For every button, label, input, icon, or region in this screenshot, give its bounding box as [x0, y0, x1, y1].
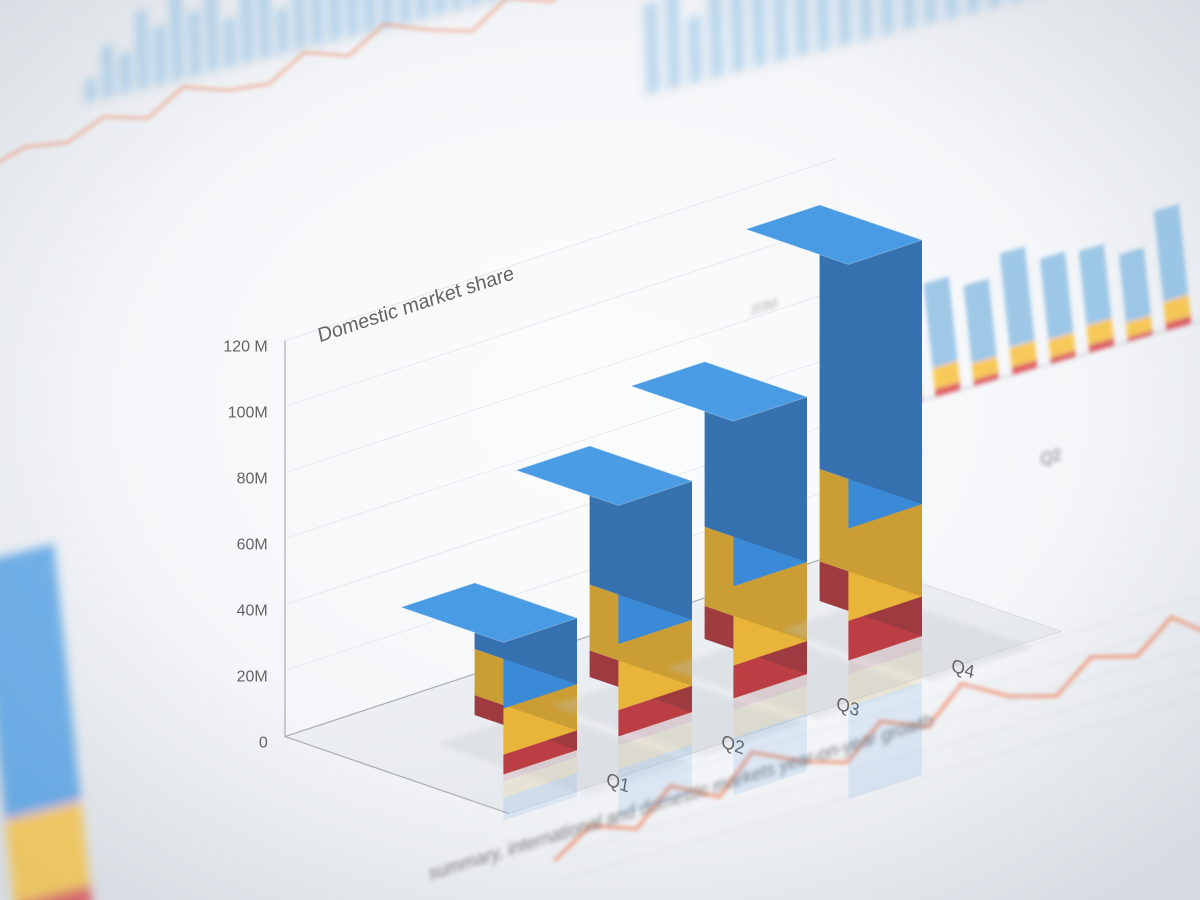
ytick-label: 80M — [237, 470, 268, 487]
ytick-label: 40M — [237, 602, 268, 619]
ytick-label: 60M — [237, 536, 268, 553]
ytick-label: 120 M — [223, 338, 267, 355]
report-scene: 0Q1Q220Msummary, international and domes… — [0, 0, 1200, 900]
ytick-label: 0 — [259, 734, 268, 751]
ytick-label: 20M — [237, 668, 268, 685]
ytick-label: 100M — [228, 404, 268, 421]
